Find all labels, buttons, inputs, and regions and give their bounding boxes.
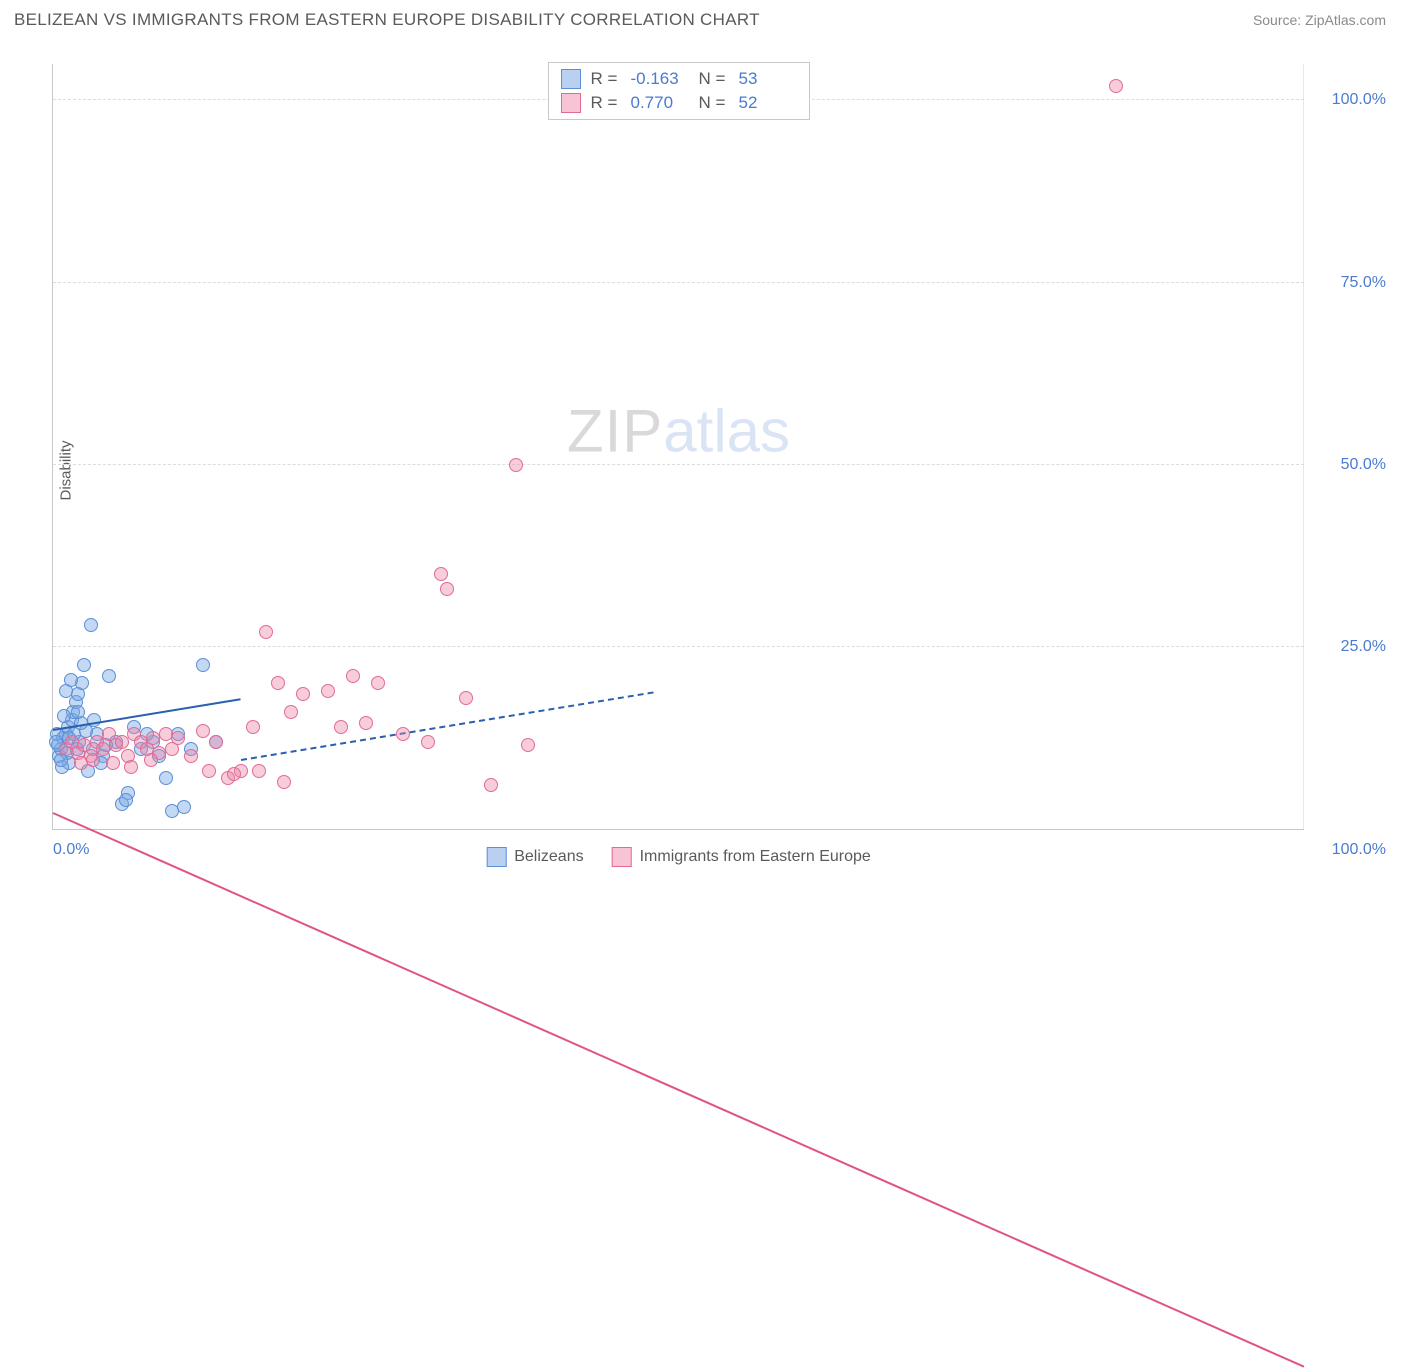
- data-point: [71, 705, 85, 719]
- data-point: [84, 618, 98, 632]
- data-point: [371, 676, 385, 690]
- legend-swatch: [561, 69, 581, 89]
- data-point: [434, 567, 448, 581]
- legend-n-value: 52: [739, 93, 797, 113]
- legend-r-value: 0.770: [631, 93, 689, 113]
- legend-item: Immigrants from Eastern Europe: [612, 847, 871, 867]
- data-point: [259, 625, 273, 639]
- data-point: [246, 720, 260, 734]
- data-point: [227, 767, 241, 781]
- x-tick-label: 0.0%: [53, 841, 89, 859]
- data-point: [144, 753, 158, 767]
- data-point: [284, 705, 298, 719]
- data-point: [321, 684, 335, 698]
- data-point: [196, 724, 210, 738]
- data-point: [86, 753, 100, 767]
- data-point: [57, 709, 71, 723]
- source-label: Source: ZipAtlas.com: [1253, 12, 1386, 28]
- data-point: [196, 658, 210, 672]
- legend-swatch: [561, 93, 581, 113]
- chart-container: Disability ZIPatlas R =-0.163N =53R =0.7…: [14, 46, 1392, 878]
- data-point: [252, 764, 266, 778]
- data-point: [296, 687, 310, 701]
- data-point: [124, 760, 138, 774]
- legend-swatch: [486, 847, 506, 867]
- data-point: [209, 735, 223, 749]
- x-tick-label: 100.0%: [1314, 841, 1386, 859]
- data-point: [119, 793, 133, 807]
- page-title: BELIZEAN VS IMMIGRANTS FROM EASTERN EURO…: [14, 10, 760, 30]
- legend-row: R = 0.770 N = 52: [561, 91, 797, 115]
- series-legend: Belizeans Immigrants from Eastern Europe: [486, 847, 871, 867]
- data-point: [177, 800, 191, 814]
- gridline: [53, 646, 1304, 647]
- legend-row: R = -0.163 N = 53: [561, 67, 797, 91]
- watermark: ZIPatlas: [567, 397, 790, 466]
- data-point: [421, 735, 435, 749]
- trend-line: [53, 813, 1305, 1368]
- data-point: [334, 720, 348, 734]
- watermark-zip: ZIP: [567, 398, 663, 465]
- y-tick-label: 75.0%: [1314, 274, 1386, 292]
- data-point: [359, 716, 373, 730]
- data-point: [396, 727, 410, 741]
- data-point: [1109, 79, 1123, 93]
- legend-swatch: [612, 847, 632, 867]
- data-point: [440, 582, 454, 596]
- gridline: [53, 282, 1304, 283]
- legend-r-label: R =: [591, 93, 621, 113]
- trend-line: [240, 692, 653, 762]
- legend-r-value: -0.163: [631, 69, 689, 89]
- data-point: [521, 738, 535, 752]
- data-point: [277, 775, 291, 789]
- data-point: [346, 669, 360, 683]
- data-point: [106, 756, 120, 770]
- legend-n-label: N =: [699, 69, 729, 89]
- legend-label: Immigrants from Eastern Europe: [640, 848, 871, 866]
- data-point: [202, 764, 216, 778]
- data-point: [115, 735, 129, 749]
- y-tick-label: 25.0%: [1314, 638, 1386, 656]
- data-point: [459, 691, 473, 705]
- data-point: [159, 771, 173, 785]
- data-point: [64, 673, 78, 687]
- data-point: [271, 676, 285, 690]
- plot-right-border: [1303, 64, 1304, 829]
- watermark-atlas: atlas: [663, 398, 790, 465]
- data-point: [77, 658, 91, 672]
- scatter-plot: ZIPatlas R =-0.163N =53R =0.770N =52 Bel…: [52, 64, 1304, 830]
- gridline: [53, 464, 1304, 465]
- legend-label: Belizeans: [514, 848, 583, 866]
- data-point: [484, 778, 498, 792]
- data-point: [171, 731, 185, 745]
- y-tick-label: 50.0%: [1314, 456, 1386, 474]
- legend-r-label: R =: [591, 69, 621, 89]
- correlation-legend: R = -0.163 N = 53 R = 0.770 N = 52: [548, 62, 810, 120]
- y-tick-label: 100.0%: [1314, 91, 1386, 109]
- data-point: [184, 749, 198, 763]
- data-point: [509, 458, 523, 472]
- legend-item: Belizeans: [486, 847, 583, 867]
- data-point: [102, 669, 116, 683]
- legend-n-value: 53: [739, 69, 797, 89]
- legend-n-label: N =: [699, 93, 729, 113]
